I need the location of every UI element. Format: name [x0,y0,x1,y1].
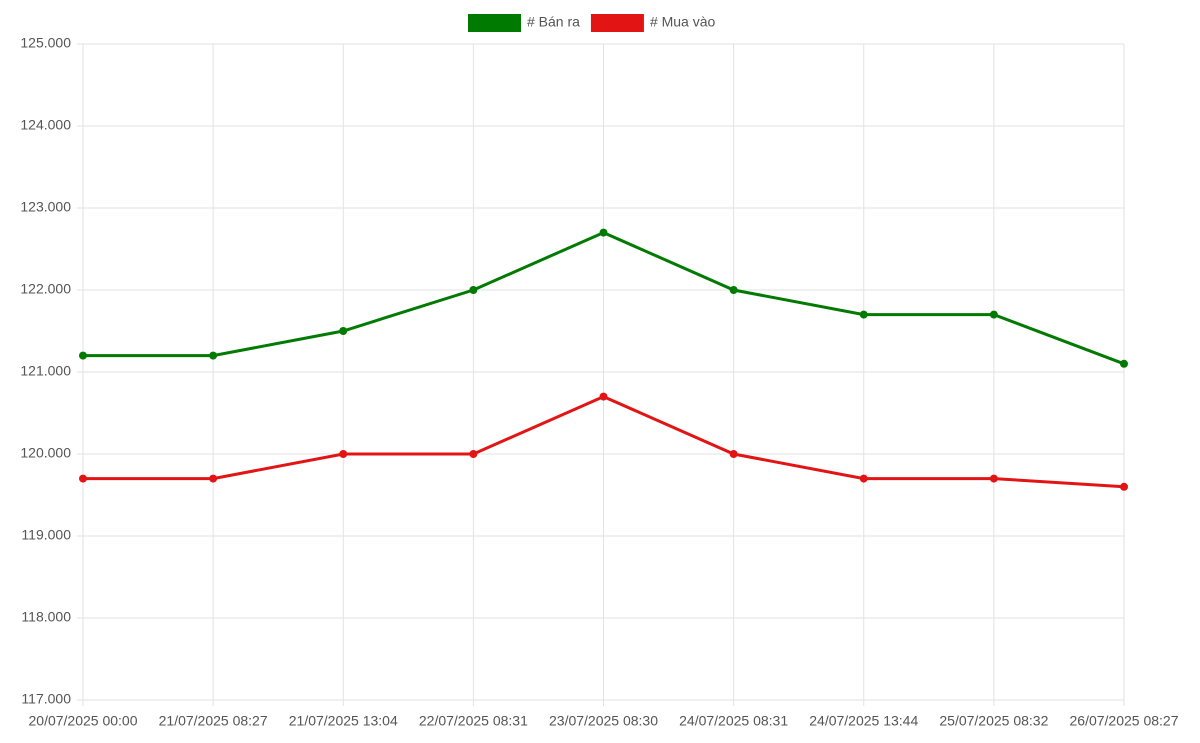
x-tick-label: 25/07/2025 08:32 [939,713,1048,729]
data-point [1120,359,1128,368]
legend-label: # Bán ra [527,14,580,30]
data-point [79,351,87,360]
data-point [469,286,478,294]
legend-label: # Mua vào [650,14,716,30]
data-point [469,450,478,458]
x-tick-label: 23/07/2025 08:30 [549,713,658,729]
data-point [989,474,998,483]
data-point [1120,482,1128,491]
data-point [209,474,218,483]
y-tick-label: 117.000 [21,691,71,707]
x-tick-label: 26/07/2025 08:27 [1070,713,1179,729]
x-tick-label: 21/07/2025 13:04 [289,713,398,729]
x-tick-label: 22/07/2025 08:31 [419,713,528,729]
y-tick-label: 124.000 [20,117,71,133]
y-tick-label: 122.000 [20,281,71,297]
data-point [859,310,868,319]
data-point [79,474,87,483]
y-tick-label: 118.000 [21,609,71,625]
data-point [989,310,998,319]
legend-swatch [468,14,521,32]
data-point [729,450,738,458]
legend-swatch [590,14,644,32]
data-point [599,392,608,401]
data-point [729,286,738,294]
x-tick-label: 24/07/2025 08:31 [679,713,788,729]
y-tick-label: 125.000 [20,35,71,51]
y-tick-label: 123.000 [20,199,71,215]
y-tick-label: 120.000 [20,445,71,461]
data-point [339,450,348,458]
y-tick-label: 121.000 [20,363,71,379]
x-tick-label: 20/07/2025 00:00 [29,713,138,729]
y-tick-label: 119.000 [21,527,71,543]
x-tick-label: 24/07/2025 13:44 [809,713,918,729]
data-point [209,351,218,360]
x-tick-label: 21/07/2025 08:27 [159,713,268,729]
data-point [599,228,608,237]
data-point [339,327,348,335]
data-point [859,474,868,483]
